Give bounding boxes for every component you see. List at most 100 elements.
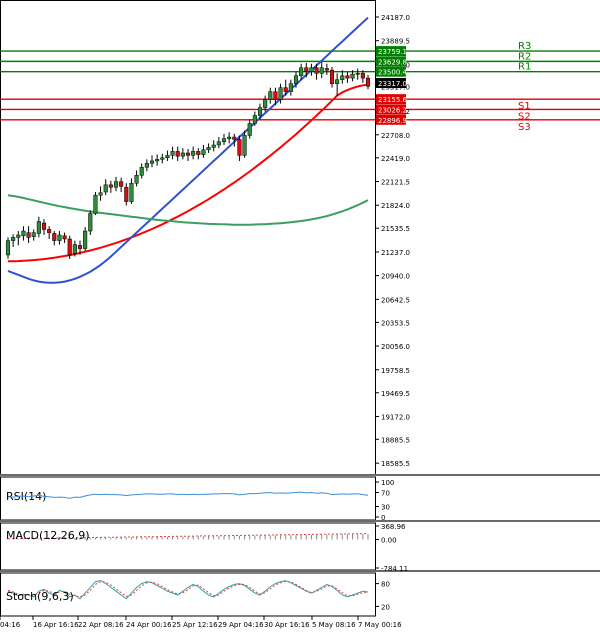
candle (175, 146, 180, 161)
price-tick-label: 18885.5 (381, 436, 410, 444)
price-tick-label: 22708.0 (381, 132, 410, 140)
level-value-r2: 23629.8 (378, 58, 407, 66)
candle (21, 226, 26, 241)
price-tick-label: 20056.0 (381, 343, 410, 351)
candle (314, 63, 319, 80)
price-tick-label: 19172.0 (381, 413, 410, 421)
moving-average-2 (7, 194, 369, 226)
candle (304, 62, 309, 78)
time-tick-label: 7 May 00:16 (358, 621, 402, 629)
rsi-tick-label: 30 (381, 504, 390, 512)
macd-indicator-label: MACD(12,26,9) (6, 529, 90, 542)
time-tick-label: 30 Apr 16:16 (264, 621, 310, 629)
candle (206, 143, 211, 153)
level-name-r1: R1 (518, 62, 531, 73)
level-name-r3: R3 (518, 41, 531, 52)
candle (129, 178, 134, 204)
candle (365, 74, 371, 90)
candle (350, 70, 355, 82)
macd-tick-label: -784.11 (381, 565, 408, 573)
last-price-tag-bg (376, 78, 406, 88)
candle (160, 153, 165, 164)
candle (52, 231, 57, 246)
moving-average-0 (7, 83, 369, 263)
candle (180, 148, 185, 160)
candle (201, 145, 206, 158)
candle (57, 231, 62, 245)
candle (227, 132, 232, 144)
candle (309, 63, 314, 76)
candle (293, 71, 299, 88)
candle (62, 232, 67, 243)
price-tick-label: 24187.0 (381, 14, 410, 22)
level-value-s1: 23155.6 (378, 96, 407, 104)
candle (16, 231, 21, 246)
candle (36, 216, 41, 238)
time-tick-label: 22 Apr 08:16 (78, 621, 124, 629)
candle (278, 83, 283, 104)
candle (149, 155, 155, 168)
candle (335, 73, 340, 96)
candle (98, 186, 103, 201)
price-tick-label: 23889.5 (381, 38, 410, 46)
time-axis: 04:16 16 Apr 16:16 22 Apr 08:16 24 Apr 00:1… (0, 616, 402, 629)
candle (216, 137, 221, 149)
macd-histogram (7, 533, 369, 540)
level-name-r2: R2 (518, 51, 531, 62)
candle (170, 146, 175, 160)
candle (299, 63, 304, 80)
level-value-s2: 23026.2 (378, 106, 407, 114)
candle (221, 133, 227, 146)
candle (273, 87, 278, 106)
stoch-axis: 80 20 (375, 581, 390, 611)
candle (93, 192, 98, 216)
candle (283, 79, 288, 96)
rsi-tick-label: 70 (381, 490, 390, 498)
level-price-tags: 23759.1 23629.8 23500.4 23155.6 23026.2 22896… (376, 46, 407, 125)
candle (288, 79, 293, 96)
price-tick-label: 21237.0 (381, 249, 410, 257)
candle (355, 68, 360, 80)
candle (263, 95, 268, 112)
time-tick-label: 5 May 08:16 (312, 621, 356, 629)
stoch-indicator-label: Stoch(9,6,3) (6, 590, 74, 603)
candle (26, 226, 31, 243)
time-tick-label: 04:16 (0, 621, 21, 629)
candle (11, 234, 16, 247)
macd-panel-frame (0, 522, 376, 571)
last-price-tag: 23317.0 (376, 78, 407, 88)
candlestick-series (5, 62, 371, 259)
rsi-axis: 100 70 30 0 (375, 479, 394, 522)
stoch-panel: Stoch(9,6,3) 80 20 (0, 572, 390, 617)
candle (165, 150, 170, 161)
candle (237, 135, 242, 161)
price-tick-label: 20353.5 (381, 319, 410, 327)
candle (211, 140, 216, 152)
candle (196, 148, 201, 160)
candle (324, 63, 329, 75)
macd-signal-line (7, 533, 369, 540)
candle (77, 240, 83, 255)
candle (119, 177, 124, 193)
candle (88, 210, 93, 236)
time-tick-label: 25 Apr 12:16 (172, 621, 218, 629)
candle (124, 183, 129, 206)
price-tick-label: 19469.5 (381, 390, 410, 398)
macd-panel: MACD(12,26,9) 368.96 0.00 -784.11 (0, 522, 600, 573)
candle (329, 66, 335, 88)
level-tag-bg (376, 66, 406, 77)
price-tick-label: 20940.0 (381, 273, 410, 281)
candle (340, 70, 345, 84)
time-tick-label: 16 Apr 16:16 (33, 621, 79, 629)
stoch-k-line (7, 580, 369, 600)
level-tag-bg (376, 46, 406, 57)
candle (5, 237, 11, 259)
candle (31, 229, 36, 241)
level-name-s2: S2 (518, 111, 531, 122)
candle (360, 70, 365, 83)
moving-average-lines (7, 16, 369, 284)
candle (108, 180, 113, 193)
price-tick-label: 22419.0 (381, 155, 410, 163)
candle (191, 146, 196, 160)
price-tick-label: 22121.5 (381, 179, 410, 187)
